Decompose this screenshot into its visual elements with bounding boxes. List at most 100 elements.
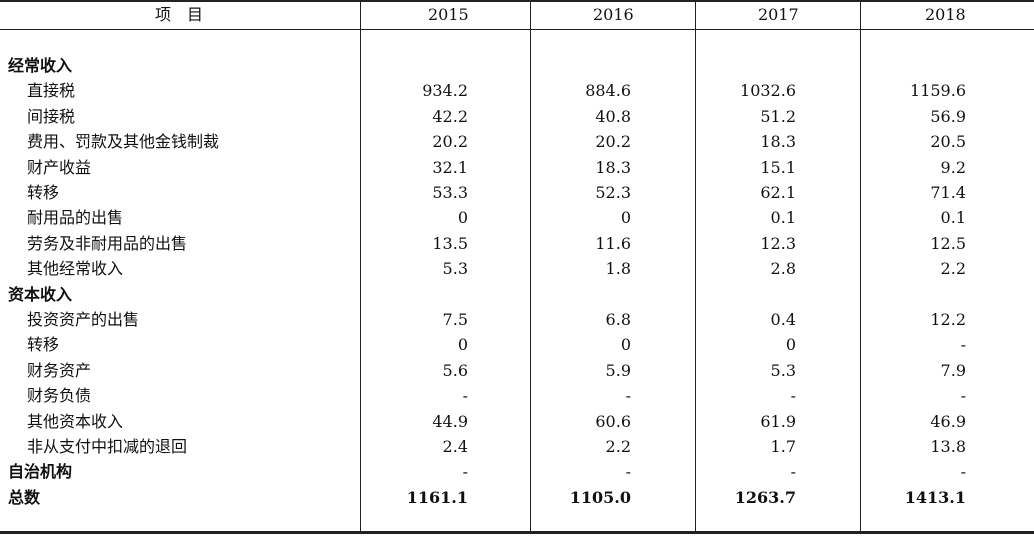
cell-value: - <box>790 462 796 482</box>
cell-value: 2.8 <box>770 259 796 279</box>
row-label: 其他资本收入 <box>27 411 124 431</box>
header-year-2018: 2018 <box>925 5 966 24</box>
cell-value: 5.9 <box>605 360 631 380</box>
cell-value: 0 <box>785 335 796 355</box>
row-label: 转移 <box>27 335 60 355</box>
table-row: 间接税 42.2 40.8 51.2 56.9 <box>0 104 1034 129</box>
header-year-2017: 2017 <box>758 5 799 24</box>
table-row: 自治机构 - - - - <box>0 459 1034 484</box>
column-divider-4 <box>860 0 861 531</box>
column-divider-3 <box>695 0 696 531</box>
cell-value: 11.6 <box>595 233 631 253</box>
cell-value: 2.4 <box>442 437 468 456</box>
row-label: 自治机构 <box>8 462 73 482</box>
header-year-2015: 2015 <box>428 5 469 24</box>
cell-value: 18.3 <box>760 132 796 152</box>
cell-value: 0 <box>457 208 468 228</box>
cell-value: 12.5 <box>930 233 966 253</box>
cell-value: 12.3 <box>760 233 796 253</box>
cell-value: 1105.0 <box>569 487 631 507</box>
cell-value: 1159.6 <box>910 81 966 101</box>
header-year-2016: 2016 <box>593 5 634 24</box>
cell-value: 20.5 <box>930 132 966 152</box>
cell-value: 7.9 <box>940 360 966 380</box>
table-row: 经常收入 <box>0 53 1034 78</box>
table-row: 劳务及非耐用品的出售 13.5 11.6 12.3 12.5 <box>0 231 1034 256</box>
cell-value: 46.9 <box>930 411 966 431</box>
cell-value: 9.2 <box>940 157 966 177</box>
row-label: 财产收益 <box>27 157 92 177</box>
table-row: 其他资本收入 44.9 60.6 61.9 46.9 <box>0 409 1034 434</box>
row-label: 耐用品的出售 <box>27 208 124 228</box>
cell-value: - <box>960 335 966 355</box>
row-label: 间接税 <box>27 106 76 126</box>
cell-value: 42.2 <box>432 106 468 126</box>
table-row: 投资资产的出售 7.5 6.8 0.4 12.2 <box>0 307 1034 332</box>
cell-value: 1161.1 <box>406 487 468 507</box>
cell-value: 62.1 <box>760 183 796 202</box>
cell-value: 40.8 <box>595 106 631 126</box>
cell-value: 18.3 <box>595 157 631 177</box>
cell-value: 32.1 <box>432 157 468 177</box>
table-row: 转移 53.3 52.3 62.1 71.4 <box>0 180 1034 205</box>
cell-value: 60.6 <box>595 411 631 431</box>
cell-value: - <box>960 462 966 482</box>
cell-value: 0 <box>457 335 468 355</box>
table-row: 非从支付中扣减的退回 2.4 2.2 1.7 13.8 <box>0 434 1034 459</box>
cell-value: 5.6 <box>442 360 468 380</box>
cell-value: - <box>790 386 796 406</box>
cell-value: 1263.7 <box>734 487 796 507</box>
cell-value: 6.8 <box>605 310 631 329</box>
cell-value: 12.2 <box>930 310 966 329</box>
row-label: 转移 <box>27 183 60 202</box>
cell-value: 56.9 <box>930 106 966 126</box>
row-label: 其他经常收入 <box>27 259 124 279</box>
cell-value: 884.6 <box>585 81 631 101</box>
cell-value: - <box>625 462 631 482</box>
row-label: 非从支付中扣减的退回 <box>27 437 188 456</box>
row-label: 经常收入 <box>8 56 73 75</box>
cell-value: 2.2 <box>605 437 631 456</box>
cell-value: 61.9 <box>760 411 796 431</box>
cell-value: 44.9 <box>432 411 468 431</box>
cell-value: 0.1 <box>770 208 796 228</box>
table-bottom-rule <box>0 531 1034 534</box>
table-row: 财务负债 - - - - <box>0 383 1034 408</box>
cell-value: 0.4 <box>770 310 796 329</box>
table-top-rule <box>0 0 1034 2</box>
cell-value: - <box>625 386 631 406</box>
table-row: 费用、罚款及其他金钱制裁 20.2 20.2 18.3 20.5 <box>0 129 1034 154</box>
cell-value: - <box>960 386 966 406</box>
cell-value: - <box>462 462 468 482</box>
cell-value: 7.5 <box>442 310 468 329</box>
cell-value: 20.2 <box>595 132 631 152</box>
cell-value: 2.2 <box>940 259 966 279</box>
row-label: 资本收入 <box>8 284 73 304</box>
table-row: 直接税 934.2 884.6 1032.6 1159.6 <box>0 78 1034 103</box>
column-divider-1 <box>360 0 361 531</box>
cell-value: 20.2 <box>432 132 468 152</box>
table-row: 其他经常收入 5.3 1.8 2.8 2.2 <box>0 256 1034 281</box>
column-divider-2 <box>530 0 531 531</box>
row-label: 投资资产的出售 <box>27 310 140 329</box>
cell-value: 0 <box>620 335 631 355</box>
cell-value: 5.3 <box>770 360 796 380</box>
table-header-rule <box>0 29 1034 30</box>
cell-value: 934.2 <box>422 81 468 101</box>
cell-value: 53.3 <box>432 183 468 202</box>
cell-value: 52.3 <box>595 183 631 202</box>
row-label: 直接税 <box>27 81 76 101</box>
cell-value: 13.5 <box>432 233 468 253</box>
row-label: 费用、罚款及其他金钱制裁 <box>27 132 220 152</box>
table-row: 财产收益 32.1 18.3 15.1 9.2 <box>0 155 1034 180</box>
cell-value: 1032.6 <box>740 81 796 101</box>
cell-value: 1413.1 <box>904 487 966 507</box>
cell-value: 51.2 <box>760 106 796 126</box>
row-label: 财务负债 <box>27 386 92 406</box>
table-row: 耐用品的出售 0 0 0.1 0.1 <box>0 205 1034 230</box>
table-row: 财务资产 5.6 5.9 5.3 7.9 <box>0 358 1034 383</box>
cell-value: 5.3 <box>442 259 468 279</box>
table-row: 转移 0 0 0 - <box>0 332 1034 357</box>
row-label: 总数 <box>8 487 41 507</box>
